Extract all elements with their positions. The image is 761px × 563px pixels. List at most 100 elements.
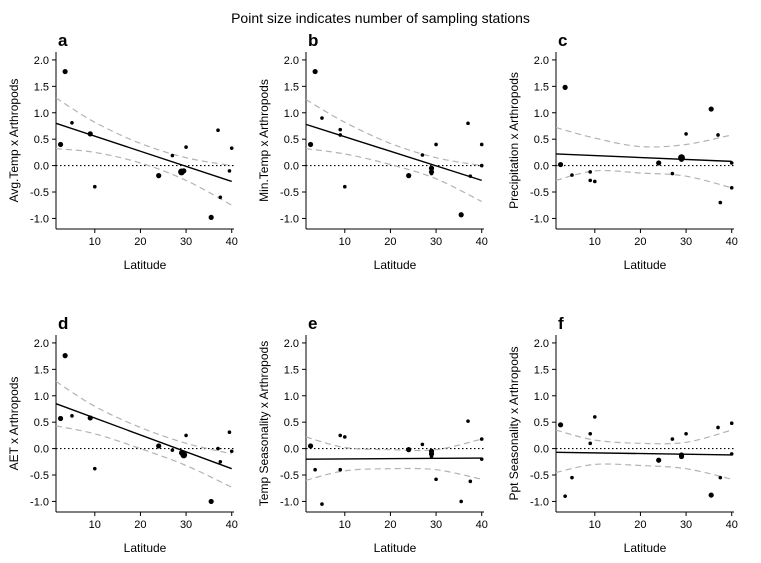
chart-panel-b-point bbox=[338, 127, 343, 132]
chart-panel-b-point bbox=[434, 142, 438, 147]
chart-panel-d-y-tick-label: 1.0 bbox=[34, 391, 49, 403]
chart-panel-d-fit-line bbox=[55, 403, 232, 470]
chart-panel-c-x-axis-label: Latitude bbox=[624, 258, 667, 272]
chart-panel-a-point bbox=[184, 145, 188, 149]
chart-panel-c-point bbox=[708, 106, 714, 112]
chart-panel-c-ci-upper bbox=[555, 127, 732, 148]
chart-panel-f-x-axis-label: Latitude bbox=[624, 541, 667, 555]
chart-panel-a-point bbox=[218, 195, 223, 200]
chart-panel-f-y-tick-label: 0.0 bbox=[534, 444, 549, 456]
chart-panel-b-point bbox=[320, 116, 324, 120]
chart-panel-e-point bbox=[466, 419, 470, 423]
chart-panel-a-y-tick-label: 1.5 bbox=[34, 81, 49, 93]
chart-panel-b-y-tick-label: 0.5 bbox=[284, 134, 299, 146]
chart-panel-e: e -1.0 -0.5 0.0 0.5 1.0 1.5 2.0 10 20 30 40 Latitude… bbox=[257, 314, 488, 555]
chart-panel-f-x-tick-label: 10 bbox=[589, 519, 601, 531]
chart-panel-f-fit-line bbox=[555, 451, 732, 456]
chart-panel-b-point bbox=[429, 171, 434, 176]
chart-panel-e-point bbox=[479, 437, 484, 441]
chart-panel-a-ci-lower bbox=[55, 148, 232, 206]
chart-panel-a-x-tick-label: 20 bbox=[134, 236, 146, 248]
chart-panel-b-point bbox=[420, 153, 425, 157]
chart-panel-b-point bbox=[458, 212, 464, 218]
chart-panel-a-fit-line bbox=[55, 122, 232, 183]
chart-panel-a-point bbox=[216, 128, 220, 132]
chart-panel-b-point bbox=[479, 163, 484, 168]
chart-panel-e-point bbox=[320, 502, 324, 506]
chart-panel-b-point bbox=[479, 142, 484, 147]
chart-panel-a-y-tick-label: 0.0 bbox=[34, 161, 49, 173]
chart-panel-a: a -1.0 -0.5 0.0 0.5 1.0 1.5 2.0 10 20 30 40 Latitude… bbox=[7, 31, 238, 272]
chart-panel-c: c -1.0 -0.5 0.0 0.5 1.0 1.5 2.0 10 20 30 40 Latitude… bbox=[507, 31, 738, 272]
chart-panel-f-y-tick-label: 0.5 bbox=[534, 417, 549, 429]
chart-panel-e-point bbox=[459, 499, 463, 504]
chart-panel-f-point bbox=[656, 457, 662, 463]
chart-panel-d-y-tick-label: 0.5 bbox=[34, 417, 49, 429]
chart-panel-f-point bbox=[684, 432, 688, 436]
chart-panel-f-y-tick-label: -0.5 bbox=[530, 470, 549, 482]
chart-panel-b: b -1.0 -0.5 0.0 0.5 1.0 1.5 2.0 10 20 30 40 Latitude… bbox=[257, 31, 488, 272]
chart-panel-a-point bbox=[70, 121, 74, 125]
chart-panel-c-point bbox=[562, 84, 568, 90]
chart-panel-a-x-tick-label: 40 bbox=[226, 236, 238, 248]
chart-panel-c-y-tick-label: 1.0 bbox=[534, 108, 549, 120]
chart-panel-c-point bbox=[684, 132, 688, 136]
chart-panel-e-point bbox=[307, 443, 314, 449]
chart-panel-d-point bbox=[227, 430, 232, 435]
chart-panel-e-point bbox=[338, 433, 343, 438]
chart-panel-a-x-tick-label: 30 bbox=[180, 236, 192, 248]
chart-panel-a-y-tick-label: -0.5 bbox=[30, 187, 49, 199]
chart-panel-f-point bbox=[670, 437, 675, 441]
chart-panel-e-point bbox=[434, 477, 438, 482]
chart-panel-d-point bbox=[229, 449, 234, 454]
chart-panel-f-ci-lower bbox=[555, 463, 732, 480]
chart-panel-d-point bbox=[57, 415, 64, 422]
chart-panel-d-point bbox=[208, 498, 214, 505]
chart-panel-d-letter: d bbox=[58, 314, 68, 333]
chart-panel-a-point bbox=[227, 169, 232, 173]
chart-panel-c-x-tick-label: 30 bbox=[680, 236, 692, 248]
chart-panel-a-point bbox=[87, 131, 93, 137]
chart-panel-c-fit-line bbox=[555, 153, 732, 163]
chart-panel-b-y-tick-label: 1.5 bbox=[284, 81, 299, 93]
chart-panel-b-point bbox=[338, 133, 343, 137]
chart-panel-f-y-tick-label: 2.0 bbox=[534, 338, 549, 350]
chart-panel-c-y-tick-label: -1.0 bbox=[530, 213, 549, 225]
chart-panel-c-point bbox=[588, 178, 593, 183]
chart-panel-c-point bbox=[670, 171, 675, 176]
chart-panel-f-x-tick-label: 40 bbox=[726, 519, 738, 531]
chart-panel-b-letter: b bbox=[308, 31, 318, 50]
chart-panel-f: f -1.0 -0.5 0.0 0.5 1.0 1.5 2.0 10 20 30 40 Latitude… bbox=[507, 314, 738, 555]
chart-panel-b-x-tick-label: 10 bbox=[339, 236, 351, 248]
chart-panel-f-x-tick-label: 20 bbox=[634, 519, 646, 531]
chart-panel-d-x-axis-label: Latitude bbox=[124, 541, 167, 555]
chart-panel-e-point bbox=[313, 467, 317, 472]
chart-panel-e-fit-line bbox=[305, 457, 482, 460]
chart-panel-c-x-tick-label: 40 bbox=[726, 236, 738, 248]
chart-panel-d-point bbox=[180, 451, 188, 459]
chart-panel-e-point bbox=[479, 457, 484, 461]
chart-panel-f-point bbox=[678, 453, 685, 460]
chart-panel-b-y-tick-label: -1.0 bbox=[280, 213, 299, 225]
chart-panel-b-ci-upper bbox=[305, 99, 482, 167]
chart-panel-e-y-tick-label: 0.0 bbox=[284, 444, 299, 456]
chart-panel-b-y-tick-label: 0.0 bbox=[284, 161, 299, 173]
chart-panel-b-point bbox=[428, 165, 435, 171]
chart-panel-d-point bbox=[87, 415, 93, 421]
chart-panel-f-point bbox=[557, 422, 564, 428]
chart-panel-f-y-tick-label: 1.5 bbox=[534, 364, 549, 376]
chart-panel-d: d -1.0 -0.5 0.0 0.5 1.0 1.5 2.0 10 20 30 40 Latitude… bbox=[7, 314, 238, 555]
chart-panel-b-x-tick-label: 40 bbox=[476, 236, 488, 248]
chart-panel-e-y-tick-label: 2.0 bbox=[284, 338, 299, 350]
chart-panel-c-point bbox=[588, 170, 593, 174]
chart-panel-c-y-tick-label: 0.5 bbox=[534, 134, 549, 146]
chart-panel-e-ci-upper bbox=[305, 436, 482, 452]
chart-panel-a-ci-upper bbox=[55, 97, 232, 167]
chart-panel-b-point bbox=[342, 184, 347, 189]
chart-panel-e-point bbox=[420, 442, 425, 447]
chart-panel-c-point bbox=[729, 161, 734, 165]
chart-panel-d-point bbox=[70, 414, 74, 418]
chart-panel-e-x-tick-label: 30 bbox=[430, 519, 442, 531]
chart-panel-b-fit-line bbox=[305, 123, 482, 182]
